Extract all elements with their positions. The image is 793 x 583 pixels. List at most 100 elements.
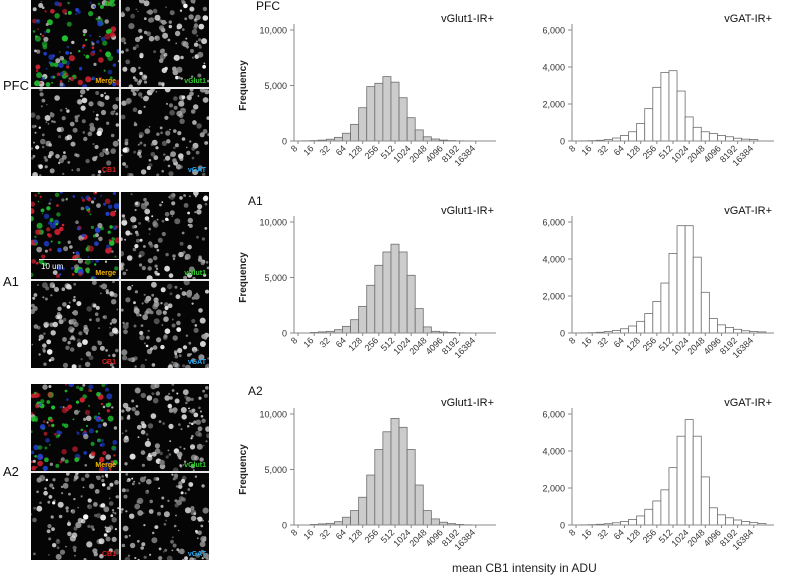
y-tick-label: 0	[560, 329, 565, 339]
histogram-bar	[628, 325, 638, 334]
histogram-bar	[382, 76, 392, 142]
x-tick-label: 4096	[424, 143, 445, 164]
x-tick-label: 1024	[669, 335, 690, 356]
histogram-bar	[342, 516, 351, 526]
histogram-bar	[398, 426, 408, 526]
x-axis-title: mean CB1 intensity in ADU	[452, 561, 597, 575]
scale-bar-label: 10 um	[41, 262, 64, 271]
histogram-bar	[668, 467, 678, 526]
x-tick-label: 4096	[424, 527, 445, 548]
histogram-bar	[636, 123, 646, 142]
x-tick-label: 16	[579, 335, 593, 349]
y-tick-label: 0	[282, 521, 287, 531]
histogram-bar	[676, 90, 686, 142]
micrograph-divider-horizontal	[31, 279, 209, 281]
micrograph-divider-horizontal	[31, 87, 209, 89]
series-label: vGlut1-IR+	[441, 397, 494, 409]
histogram-bar	[733, 328, 743, 334]
x-tick-label: 2048	[407, 335, 428, 356]
y-tick-label: 0	[282, 137, 287, 147]
micrograph-pfc: Merge vGlut1 CB1 vGAT	[31, 0, 209, 176]
histogram-bar	[725, 136, 735, 142]
histogram-bar	[725, 517, 735, 526]
x-tick-label: 8	[289, 143, 300, 154]
histogram-bar	[334, 136, 343, 142]
row-label-a2: A2	[3, 464, 19, 479]
histogram-bar	[628, 519, 638, 526]
histogram-bar	[398, 97, 408, 142]
y-tick-label: 2,000	[542, 292, 565, 302]
histogram-bar	[390, 81, 400, 142]
micrograph-label-merge: Merge	[95, 462, 116, 469]
scale-bar	[39, 259, 119, 260]
histogram-a2-vglut1: 0 5,000 10,000 8 16 32 64 128 256 512 1024 2048 4096…	[232, 384, 502, 574]
histogram-bar	[406, 449, 416, 526]
histogram-bar	[350, 319, 360, 334]
micrograph-label-vglut1: vGlut1	[184, 270, 206, 277]
x-tick-label: 2048	[407, 143, 428, 164]
y-tick-label: 6,000	[542, 218, 565, 228]
y-tick-label: 2,000	[542, 100, 565, 110]
x-tick-label: 16	[579, 143, 593, 157]
x-tick-label: 2048	[685, 527, 706, 548]
histogram-bar	[700, 131, 710, 142]
micrograph-label-merge: Merge	[95, 270, 116, 277]
histogram-bar	[350, 123, 360, 142]
histogram-bar	[636, 515, 646, 526]
histogram-bar	[725, 327, 735, 334]
histogram-bar	[414, 129, 424, 142]
x-tick-label: 256	[641, 143, 659, 161]
micrograph-label-cb1: CB1	[101, 359, 116, 366]
panel-title-a2: A2	[248, 384, 263, 398]
micrograph-quadrant-cb1: CB1	[31, 281, 119, 368]
histogram-bar	[741, 521, 751, 526]
x-tick-label: 8	[567, 527, 578, 538]
histogram-bar	[414, 484, 424, 526]
histogram-bar	[644, 108, 654, 142]
histogram-bar	[692, 126, 702, 142]
histogram-bar	[652, 500, 662, 526]
histogram-bar	[390, 418, 400, 526]
x-tick-label: 32	[596, 527, 610, 541]
histogram-bar	[358, 496, 368, 526]
micrograph-label-cb1: CB1	[101, 167, 116, 174]
x-tick-label: 128	[624, 527, 642, 545]
micrograph-quadrant-vgat: vGAT	[121, 89, 209, 176]
series-label: vGAT-IR+	[724, 397, 772, 409]
histogram-bar	[668, 253, 678, 334]
x-tick-label: 8	[289, 527, 300, 538]
histogram-bar	[430, 518, 440, 526]
x-tick-label: 2048	[407, 527, 428, 548]
x-tick-label: 16	[579, 527, 593, 541]
x-tick-label: 256	[363, 335, 381, 353]
histogram-pfc-vglut1: 0 5,000 10,000 8 16 32 64 128 256 512 1024 2048 4096…	[232, 0, 502, 190]
y-tick-label: 10,000	[259, 26, 287, 36]
histogram-bar	[652, 86, 662, 142]
histogram-bar	[414, 308, 424, 334]
x-tick-label: 1024	[669, 527, 690, 548]
micrograph-label-merge: Merge	[95, 78, 116, 85]
x-tick-label: 32	[596, 143, 610, 157]
x-tick-label: 64	[612, 335, 626, 349]
x-tick-label: 1024	[391, 335, 412, 356]
x-tick-label: 32	[318, 143, 332, 157]
histogram-bar	[676, 435, 686, 526]
x-tick-label: 2048	[685, 335, 706, 356]
histogram-bar	[660, 72, 670, 142]
histogram-bar	[692, 256, 702, 334]
histogram-bar	[636, 320, 646, 334]
panel-title-pfc: PFC	[256, 0, 280, 13]
x-tick-label: 4096	[702, 143, 723, 164]
y-tick-label: 5,000	[264, 465, 287, 475]
x-tick-label: 64	[334, 527, 348, 541]
micrograph-quadrant-merge: Merge	[31, 192, 119, 279]
histogram-a2-vgat: 0 2,000 4,000 6,000 8 16 32 64 128 256 512 1024 2048…	[510, 384, 780, 574]
histogram-bar	[644, 508, 654, 526]
y-tick-label: 2,000	[542, 484, 565, 494]
histogram-bar	[660, 489, 670, 526]
histogram-bar	[390, 243, 400, 334]
x-tick-label: 1024	[669, 143, 690, 164]
series-label: vGlut1-IR+	[441, 205, 494, 217]
